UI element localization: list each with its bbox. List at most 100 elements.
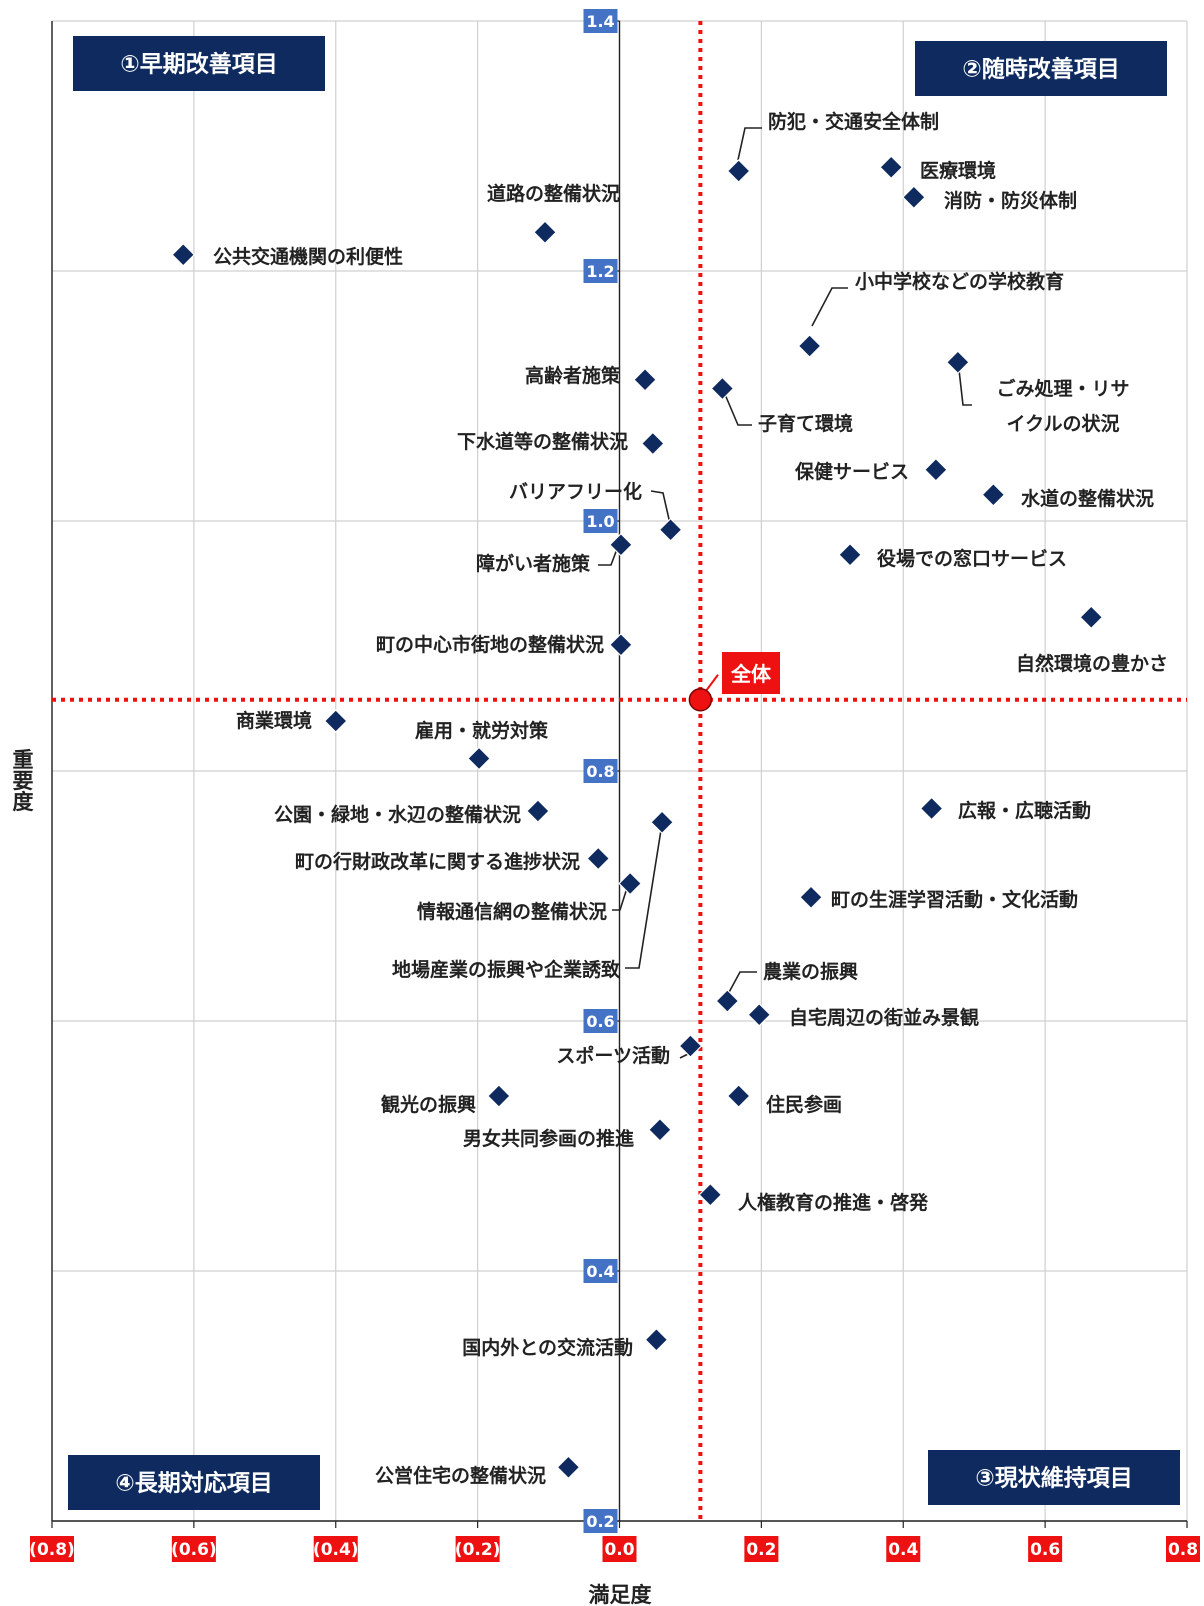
x-tick-label-6: 0.4: [888, 1540, 918, 1560]
y-tick-box-2: [583, 1009, 618, 1033]
point-label-2: 消防・防災体制: [944, 189, 1077, 212]
quadrant-label-bottom-right: ③現状維持項目: [975, 1465, 1132, 1492]
point-label-26: 自宅周辺の街並み景観: [789, 1006, 979, 1029]
data-point-1: [879, 155, 904, 180]
data-point-21: [650, 810, 674, 835]
data-point-30: [648, 1117, 672, 1142]
data-point-29: [726, 1084, 751, 1108]
y-tick-box-6: [583, 9, 618, 33]
point-label-14: 役場での窓口サービス: [877, 547, 1067, 570]
point-label-27: スポーツ活動: [556, 1044, 670, 1067]
data-points: [171, 155, 1104, 1480]
point-label-4: 公共交通機関の利便性: [213, 245, 403, 268]
y-tick-box-5: [583, 259, 618, 283]
x-tick-box-1: [171, 1536, 216, 1562]
point-label-18: 雇用・就労対策: [415, 719, 549, 742]
leader-line-25: [726, 971, 757, 997]
data-point-25: [715, 989, 740, 1013]
data-point-31: [698, 1182, 723, 1207]
point-label-23: 情報通信網の整備状況: [417, 900, 607, 923]
data-point-28: [487, 1084, 511, 1108]
data-point-22: [586, 846, 611, 871]
data-point-18: [467, 746, 491, 771]
x-tick-box-2: [313, 1536, 358, 1562]
quadrant-labels: ①早期改善項目 ②随時改善項目 ③現状維持項目 ④長期対応項目 全体: [68, 36, 1180, 1510]
data-point-4: [171, 242, 196, 267]
x-tick-box-3: [455, 1536, 500, 1562]
x-tick-box-7: [1028, 1536, 1063, 1562]
point-label-12: バリアフリー化: [509, 480, 642, 503]
point-label-25: 農業の振興: [763, 960, 858, 983]
quadrant-box-top-left: [73, 36, 325, 91]
point-label-0: 防犯・交通安全体制: [768, 110, 939, 133]
y-tick-label-2: 0.6: [586, 1012, 614, 1031]
x-tick-box-8: [1166, 1536, 1200, 1562]
y-tick-box-4: [583, 509, 618, 533]
point-label-11: 水道の整備状況: [1021, 487, 1154, 510]
data-point-12: [658, 517, 683, 542]
y-axis-title: 重要度: [10, 749, 34, 813]
data-point-5: [797, 334, 822, 358]
point-label-19: 公園・緑地・水辺の整備状況: [274, 803, 521, 826]
y-tick-box-1: [583, 1259, 618, 1283]
y-tick-box-3: [583, 759, 618, 783]
x-tick-label-2: (0.4): [313, 1540, 359, 1560]
point-label-33: 公営住宅の整備状況: [375, 1464, 546, 1487]
x-tick-label-5: 0.2: [746, 1540, 776, 1560]
quadrant-box-bottom-left: [68, 1455, 320, 1510]
x-tick-label-1: (0.6): [171, 1540, 217, 1560]
data-point-16: [609, 632, 633, 657]
point-label-7: 高齢者施策: [525, 364, 621, 387]
x-tick-box-4: [602, 1536, 637, 1562]
point-label-30: 男女共同参画の推進: [463, 1127, 634, 1150]
data-point-27: [678, 1034, 703, 1058]
data-point-17: [323, 709, 348, 733]
point-label-16: 町の中心市街地の整備状況: [376, 633, 604, 656]
point-label-10: 保健サービス: [794, 460, 909, 483]
x-tick-label-8: 0.8: [1168, 1540, 1198, 1560]
point-label-20: 広報・広聴活動: [958, 799, 1091, 822]
data-point-8: [710, 376, 735, 401]
quadrant-box-top-right: [915, 41, 1167, 96]
data-point-0: [726, 159, 751, 183]
leader-lines: [598, 127, 972, 1059]
leader-line-0: [737, 127, 762, 161]
y-tick-label-5: 1.2: [586, 262, 614, 281]
leader-line-6: [957, 360, 972, 406]
data-point-32: [644, 1327, 669, 1352]
leader-line-13: [598, 548, 618, 566]
point-label-15: 自然環境の豊かさ: [1016, 652, 1168, 675]
data-point-3: [533, 220, 557, 245]
axes: [51, 20, 1188, 1528]
x-axis-title: 満足度: [589, 1583, 652, 1606]
x-tick-box-0: [30, 1536, 74, 1562]
y-tick-label-3: 0.8: [586, 762, 614, 781]
point-label-8: 子育て環境: [758, 412, 853, 435]
point-label-1: 医療環境: [920, 159, 996, 182]
leader-line-5: [811, 287, 848, 327]
point-label-29: 住民参画: [766, 1093, 842, 1116]
point-label-17: 商業環境: [236, 709, 312, 732]
data-point-26: [747, 1002, 772, 1027]
tick-labels: 0.2 0.4 0.6 0.8 1.0 1.2 1.4 (0.8) (0.6) (0.4) (0.2…: [29, 9, 1200, 1562]
leader-line-12: [650, 490, 672, 529]
data-point-9: [640, 431, 665, 456]
x-tick-label-0: (0.8): [29, 1540, 75, 1560]
data-point-19: [526, 799, 550, 823]
point-label-28: 観光の振興: [381, 1093, 476, 1116]
point-label-13: 障がい者施策: [476, 552, 591, 575]
data-point-24: [799, 885, 823, 910]
y-tick-label-4: 1.0: [586, 512, 614, 531]
point-label-9: 下水道等の整備状況: [457, 430, 628, 453]
y-tick-label-6: 1.4: [586, 12, 614, 31]
point-label-6: ごみ処理・リサイクルの状況: [996, 377, 1129, 435]
quadrant-label-top-left: ①早期改善項目: [120, 51, 277, 78]
data-point-11: [981, 482, 1006, 507]
x-tick-label-4: 0.0: [604, 1540, 634, 1560]
y-tick-box-0: [583, 1509, 618, 1533]
point-label-31: 人権教育の推進・啓発: [738, 1191, 929, 1214]
x-tick-box-5: [744, 1536, 779, 1562]
data-point-7: [633, 367, 657, 392]
